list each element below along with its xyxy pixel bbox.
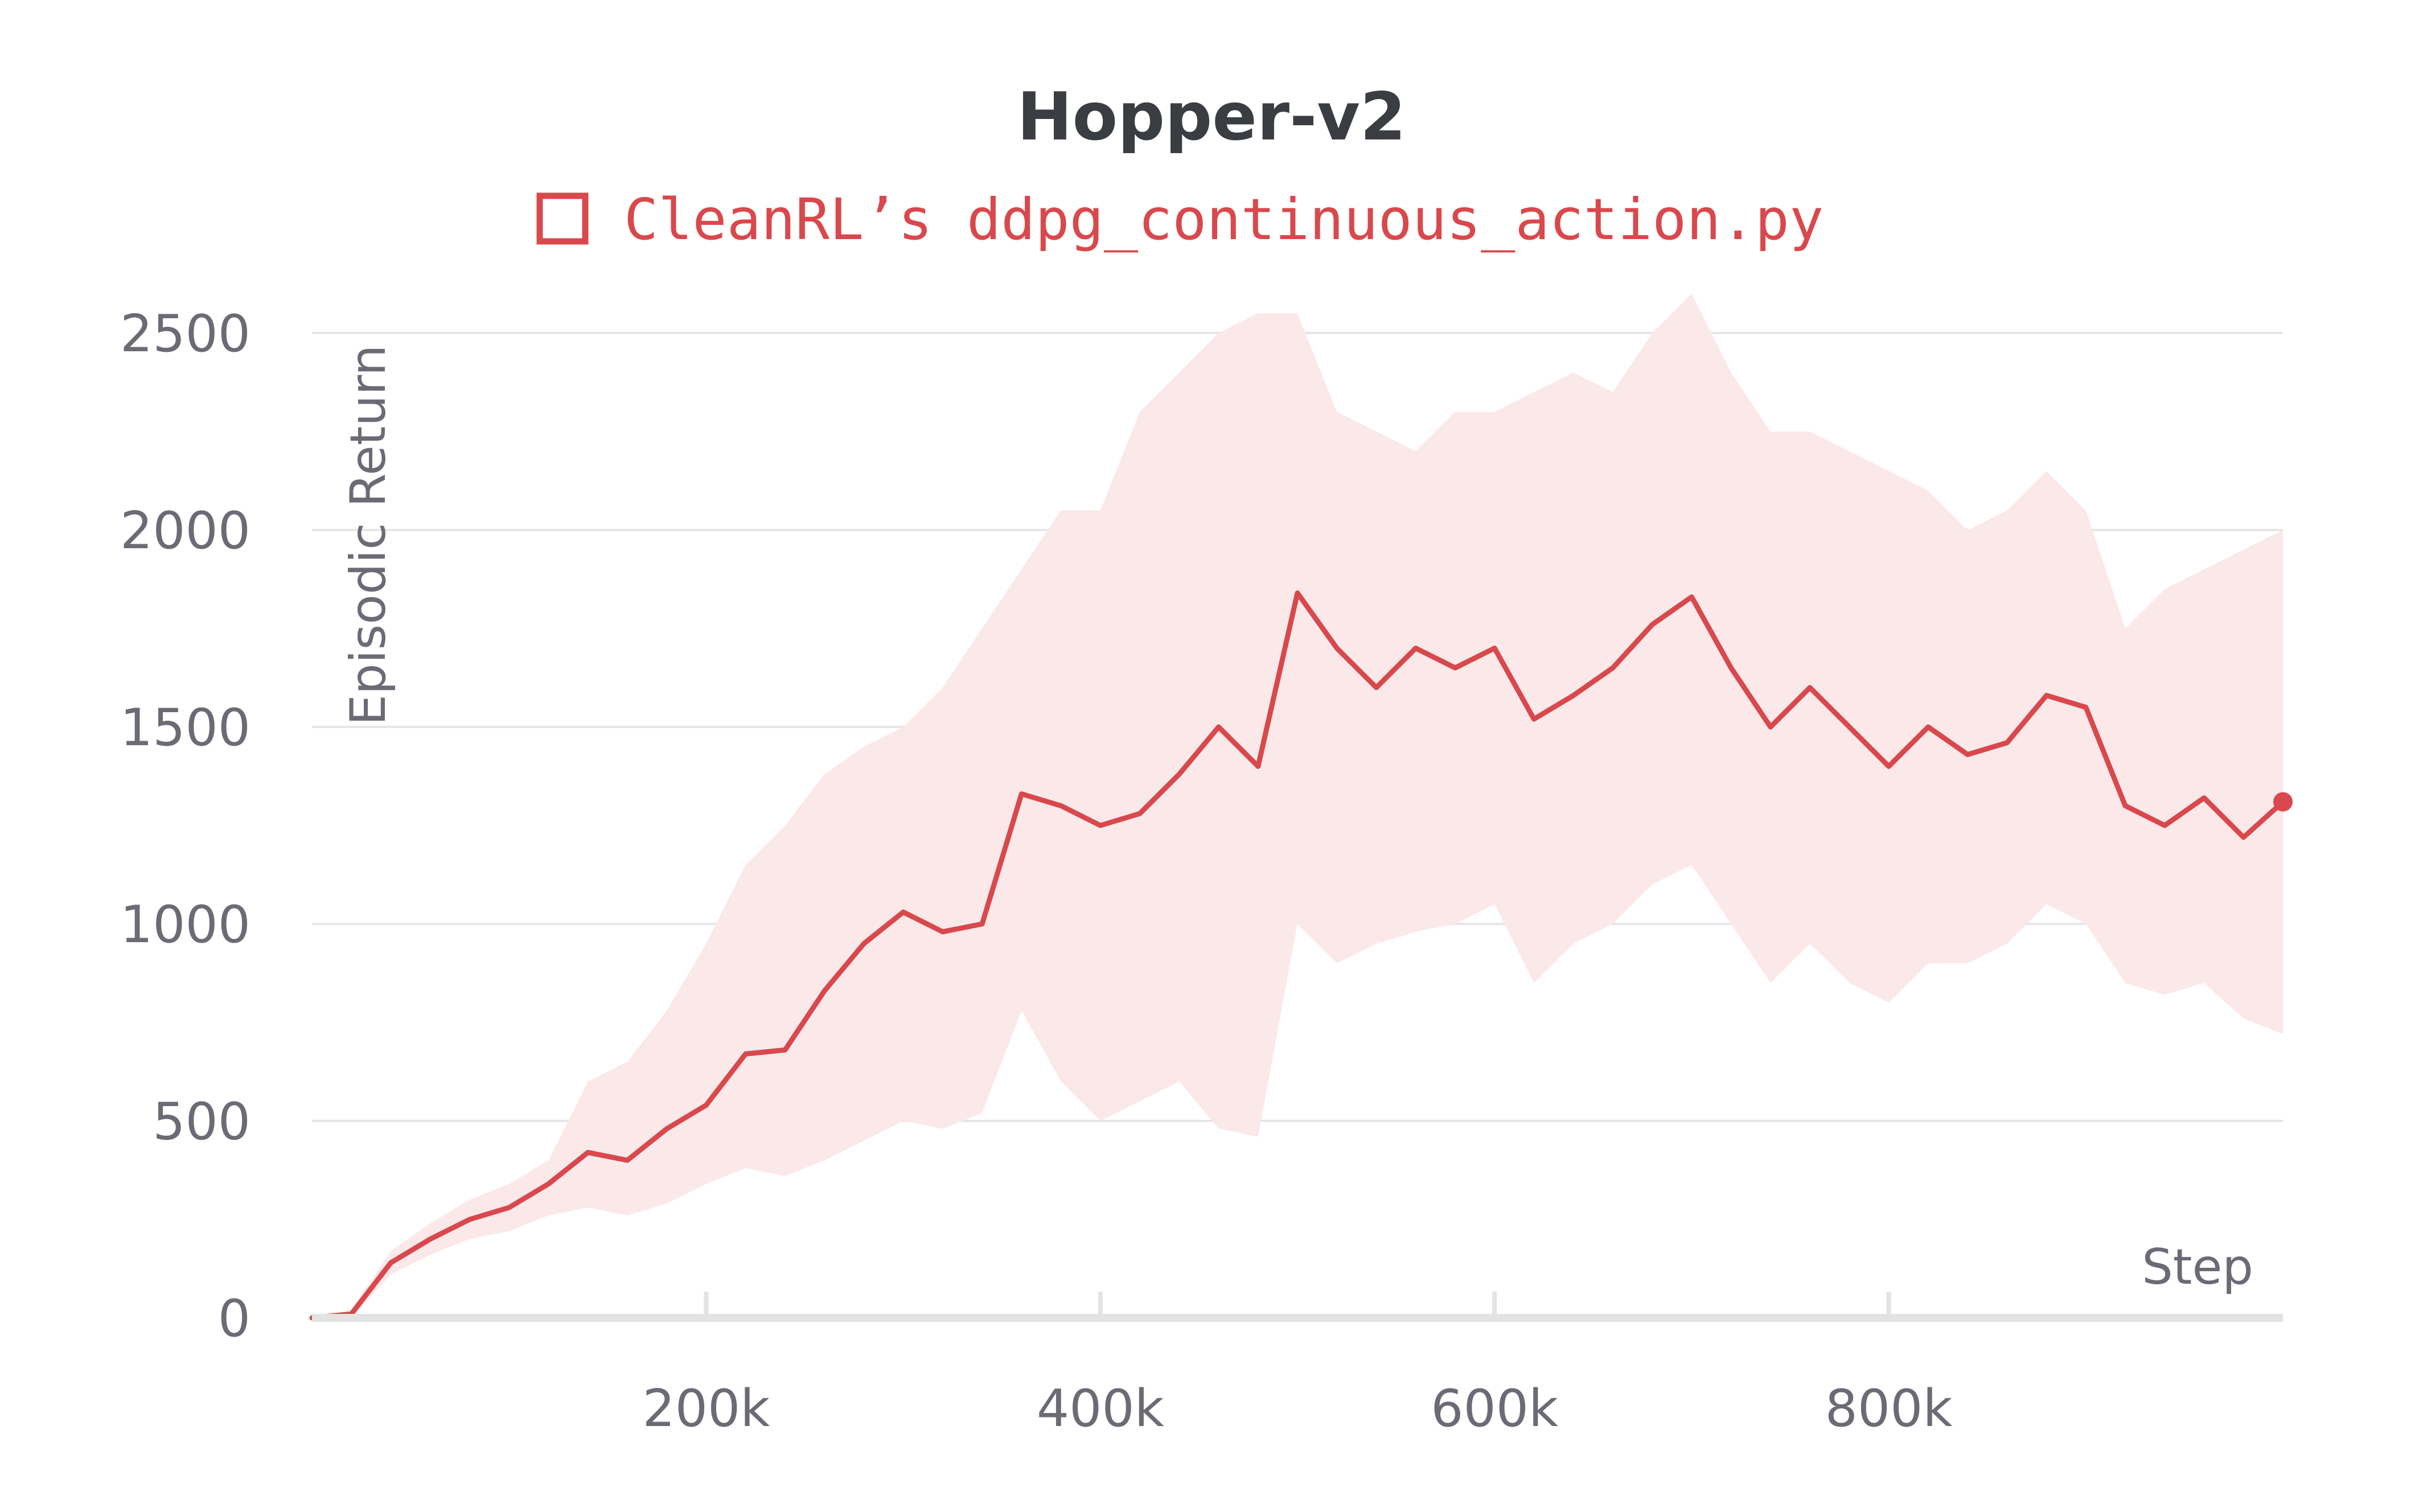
- y-axis-title: Episodic Return: [340, 345, 397, 726]
- data-point: [666, 1128, 667, 1129]
- x-tick-label: 600k: [1431, 1379, 1558, 1439]
- data-point: [705, 1104, 707, 1106]
- data-point: [2204, 798, 2205, 799]
- data-point: [1888, 766, 1890, 767]
- data-point: [1375, 687, 1377, 688]
- y-tick-label: 500: [153, 1092, 250, 1152]
- data-point: [390, 1262, 391, 1263]
- series-confidence-band: [312, 293, 2283, 1318]
- data-point: [1336, 648, 1337, 649]
- chart-title: Hopper-v2: [1017, 79, 1406, 155]
- data-point: [1021, 794, 1022, 795]
- data-point: [1533, 718, 1534, 720]
- data-point: [1809, 687, 1810, 688]
- data-point: [1061, 805, 1062, 806]
- data-point: [942, 931, 943, 932]
- data-point: [1258, 766, 1259, 767]
- data-point: [1415, 648, 1416, 649]
- data-point: [1100, 825, 1101, 826]
- series-line: [309, 590, 2286, 1321]
- axes: 0 500 1000 1500 2000 2500 200k 400k 600k 800k: [120, 304, 2283, 1439]
- x-tick-label: 400k: [1037, 1379, 1164, 1439]
- data-point: [745, 1053, 746, 1054]
- data-point: [824, 991, 825, 992]
- data-point: [469, 1219, 470, 1220]
- data-point: [588, 1152, 589, 1153]
- y-tick-label: 2000: [120, 501, 250, 561]
- data-point: [548, 1184, 549, 1185]
- x-tick-label: 800k: [1825, 1379, 1953, 1439]
- legend-label[interactable]: CleanRL’s ddpg_continuous_action.py: [624, 186, 1824, 253]
- data-point: [1297, 593, 1298, 594]
- data-point: [1139, 813, 1140, 814]
- data-point: [1218, 726, 1219, 728]
- data-point: [1849, 726, 1850, 728]
- data-point: [627, 1160, 628, 1161]
- data-point: [2085, 706, 2087, 708]
- data-point: [2046, 695, 2047, 696]
- data-point: [2164, 825, 2165, 826]
- data-point: [1178, 774, 1180, 775]
- data-point: [1691, 597, 1692, 598]
- data-point: [903, 911, 904, 913]
- data-point: [1770, 726, 1771, 728]
- x-tick-label: 200k: [642, 1379, 770, 1439]
- x-axis-title: Step: [2142, 1239, 2253, 1296]
- legend-swatch[interactable]: [536, 192, 589, 245]
- data-point: [785, 1049, 786, 1050]
- data-point: [863, 943, 864, 944]
- data-point: [1455, 667, 1456, 668]
- data-point: [1573, 695, 1574, 696]
- data-point: [1652, 624, 1653, 625]
- data-point: [430, 1239, 431, 1240]
- data-point: [2006, 742, 2007, 743]
- data-point: [508, 1207, 510, 1208]
- data-point: [2125, 805, 2126, 806]
- y-tick-label: 1000: [120, 895, 250, 955]
- data-point: [1967, 754, 1968, 755]
- y-tick-label: 2500: [120, 304, 250, 364]
- data-point: [1612, 667, 1613, 668]
- data-point: [2243, 837, 2244, 838]
- y-tick-label: 0: [218, 1289, 250, 1349]
- data-point: [1731, 667, 1732, 668]
- data-point: [1928, 726, 1929, 728]
- data-point: [1494, 648, 1495, 649]
- legend[interactable]: CleanRL’s ddpg_continuous_action.py: [536, 186, 1824, 253]
- series-end-marker: [2273, 792, 2293, 812]
- confidence-band: [312, 293, 2283, 1318]
- y-tick-label: 1500: [120, 698, 250, 758]
- series-line-layer: [309, 590, 2293, 1321]
- data-point: [981, 923, 983, 925]
